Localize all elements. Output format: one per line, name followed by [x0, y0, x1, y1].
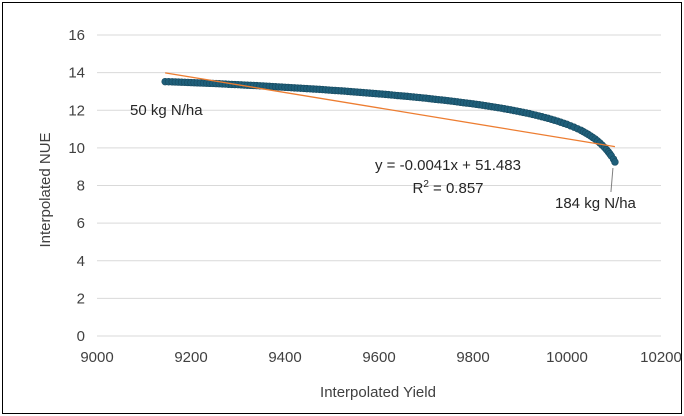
y-tick-label: 16 — [68, 27, 85, 44]
x-tick-labels: 9000 9200 9400 9600 9800 10000 10200 — [80, 349, 682, 366]
data-point — [611, 158, 619, 166]
y-tick-label: 14 — [68, 65, 85, 82]
x-tick-label: 9400 — [268, 349, 301, 366]
trendline-equation: y = -0.0041x + 51.483 — [375, 157, 521, 174]
x-axis-title: Interpolated Yield — [320, 384, 436, 401]
x-tick-label: 10000 — [546, 349, 588, 366]
r2-value: = 0.857 — [429, 180, 484, 197]
annotations: 50 kg N/ha 184 kg N/ha — [130, 102, 637, 212]
trendline — [165, 72, 616, 148]
y-tick-label: 4 — [77, 253, 85, 270]
y-tick-label: 6 — [77, 215, 85, 232]
y-tick-labels: 0 2 4 6 8 10 12 14 16 — [68, 27, 85, 345]
r2-superscript: 2 — [423, 179, 429, 190]
x-tick-label: 9800 — [456, 349, 489, 366]
y-tick-label: 8 — [77, 178, 85, 195]
x-tick-label: 9200 — [174, 349, 207, 366]
y-axis-title: Interpolated NUE — [37, 132, 54, 247]
annotation-184-kg: 184 kg N/ha — [555, 195, 637, 212]
x-tick-label: 10200 — [640, 349, 682, 366]
r2-prefix: R — [412, 180, 423, 197]
y-tick-label: 2 — [77, 290, 85, 307]
gridlines — [97, 34, 661, 337]
data-points — [161, 77, 619, 166]
annotation-50-kg: 50 kg N/ha — [130, 102, 203, 119]
y-tick-label: 0 — [77, 328, 85, 345]
y-tick-label: 12 — [68, 102, 85, 119]
x-tick-label: 9000 — [80, 349, 113, 366]
y-tick-label: 10 — [68, 140, 85, 157]
x-tick-label: 9600 — [362, 349, 395, 366]
trendline-r-squared: R2 = 0.857 — [412, 179, 483, 197]
annotation-leader-line — [610, 167, 614, 193]
